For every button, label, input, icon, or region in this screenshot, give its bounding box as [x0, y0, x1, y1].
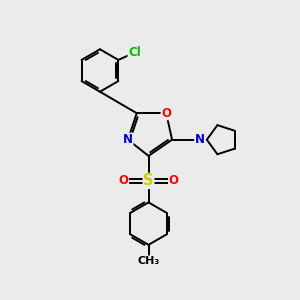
Text: O: O — [169, 174, 178, 188]
Text: O: O — [161, 107, 171, 120]
Text: Cl: Cl — [128, 46, 141, 59]
Text: S: S — [143, 173, 154, 188]
Text: CH₃: CH₃ — [137, 256, 160, 266]
Text: N: N — [195, 133, 205, 146]
Text: O: O — [118, 174, 128, 188]
Text: N: N — [123, 133, 133, 146]
Text: N: N — [195, 133, 205, 146]
